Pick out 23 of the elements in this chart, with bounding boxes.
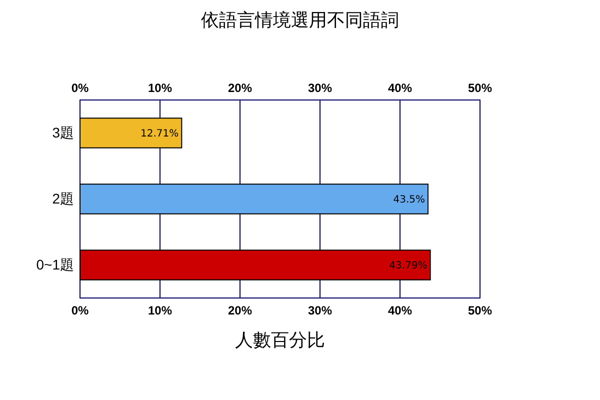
data-label: 43.5% [393,194,425,206]
x-tick-label: 50% [468,81,492,95]
x2-tick-label: 20% [228,304,252,318]
x-tick-label: 10% [148,81,172,95]
x2-tick-label: 30% [308,304,332,318]
chart-title: 依語言情境選用不同語詞 [201,10,399,31]
x-tick-label: 30% [308,81,332,95]
y-tick-label: 3題 [52,124,74,140]
data-label: 43.79% [389,260,428,272]
bar [80,250,431,280]
x2-tick-label: 50% [468,304,492,318]
x-tick-label: 40% [388,81,412,95]
x2-tick-label: 10% [148,304,172,318]
x2-tick-label: 0% [71,304,89,318]
bar [80,118,182,148]
y-tick-label: 2題 [52,190,74,206]
x-axis-title: 人數百分比 [235,330,325,351]
x-tick-label: 20% [228,81,252,95]
x2-tick-label: 40% [388,304,412,318]
y-tick-label: 0~1題 [36,256,74,272]
bar [80,184,428,214]
data-label: 12.71% [140,128,179,140]
x-tick-label: 0% [71,81,89,95]
